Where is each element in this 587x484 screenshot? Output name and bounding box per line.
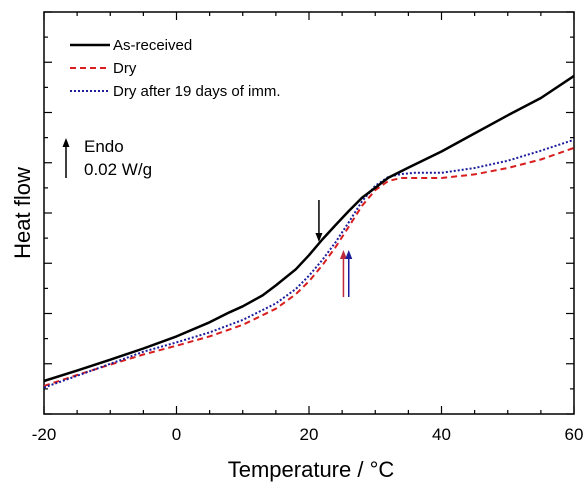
x-tick-label: 60 xyxy=(565,425,584,444)
x-tick-label: -20 xyxy=(32,425,57,444)
marker-arrows xyxy=(315,200,353,297)
tg-arrow-as-received xyxy=(315,200,323,242)
series-layer xyxy=(43,74,575,389)
series-line-as-received xyxy=(43,74,575,383)
endo-arrow-head xyxy=(62,138,70,147)
x-tick-label: 40 xyxy=(432,425,451,444)
series-line-dry-after-immersion xyxy=(43,138,575,389)
x-tick-label: 0 xyxy=(172,425,181,444)
axis-ticks xyxy=(43,11,575,415)
tg-arrow-dry-after-immersion xyxy=(345,250,353,297)
legend: As-received Dry Dry after 19 days of imm… xyxy=(70,37,281,100)
tg-arrow-dry xyxy=(339,250,347,297)
endo-scale-annotation: Endo 0.02 W/g xyxy=(62,137,152,179)
legend-label-as-received: As-received xyxy=(113,37,192,54)
x-tick-label: 20 xyxy=(300,425,319,444)
legend-label-dry: Dry xyxy=(113,60,137,77)
scale-label: 0.02 W/g xyxy=(84,160,152,179)
x-tick-labels: -20 0 20 40 60 xyxy=(32,425,584,444)
x-axis-label: Temperature / °C xyxy=(228,457,395,482)
series-line-dry xyxy=(43,146,575,387)
legend-label-dry-after-immersion: Dry after 19 days of imm. xyxy=(113,83,281,100)
endo-label: Endo xyxy=(84,137,124,156)
y-axis-label: Heat flow xyxy=(10,167,35,259)
